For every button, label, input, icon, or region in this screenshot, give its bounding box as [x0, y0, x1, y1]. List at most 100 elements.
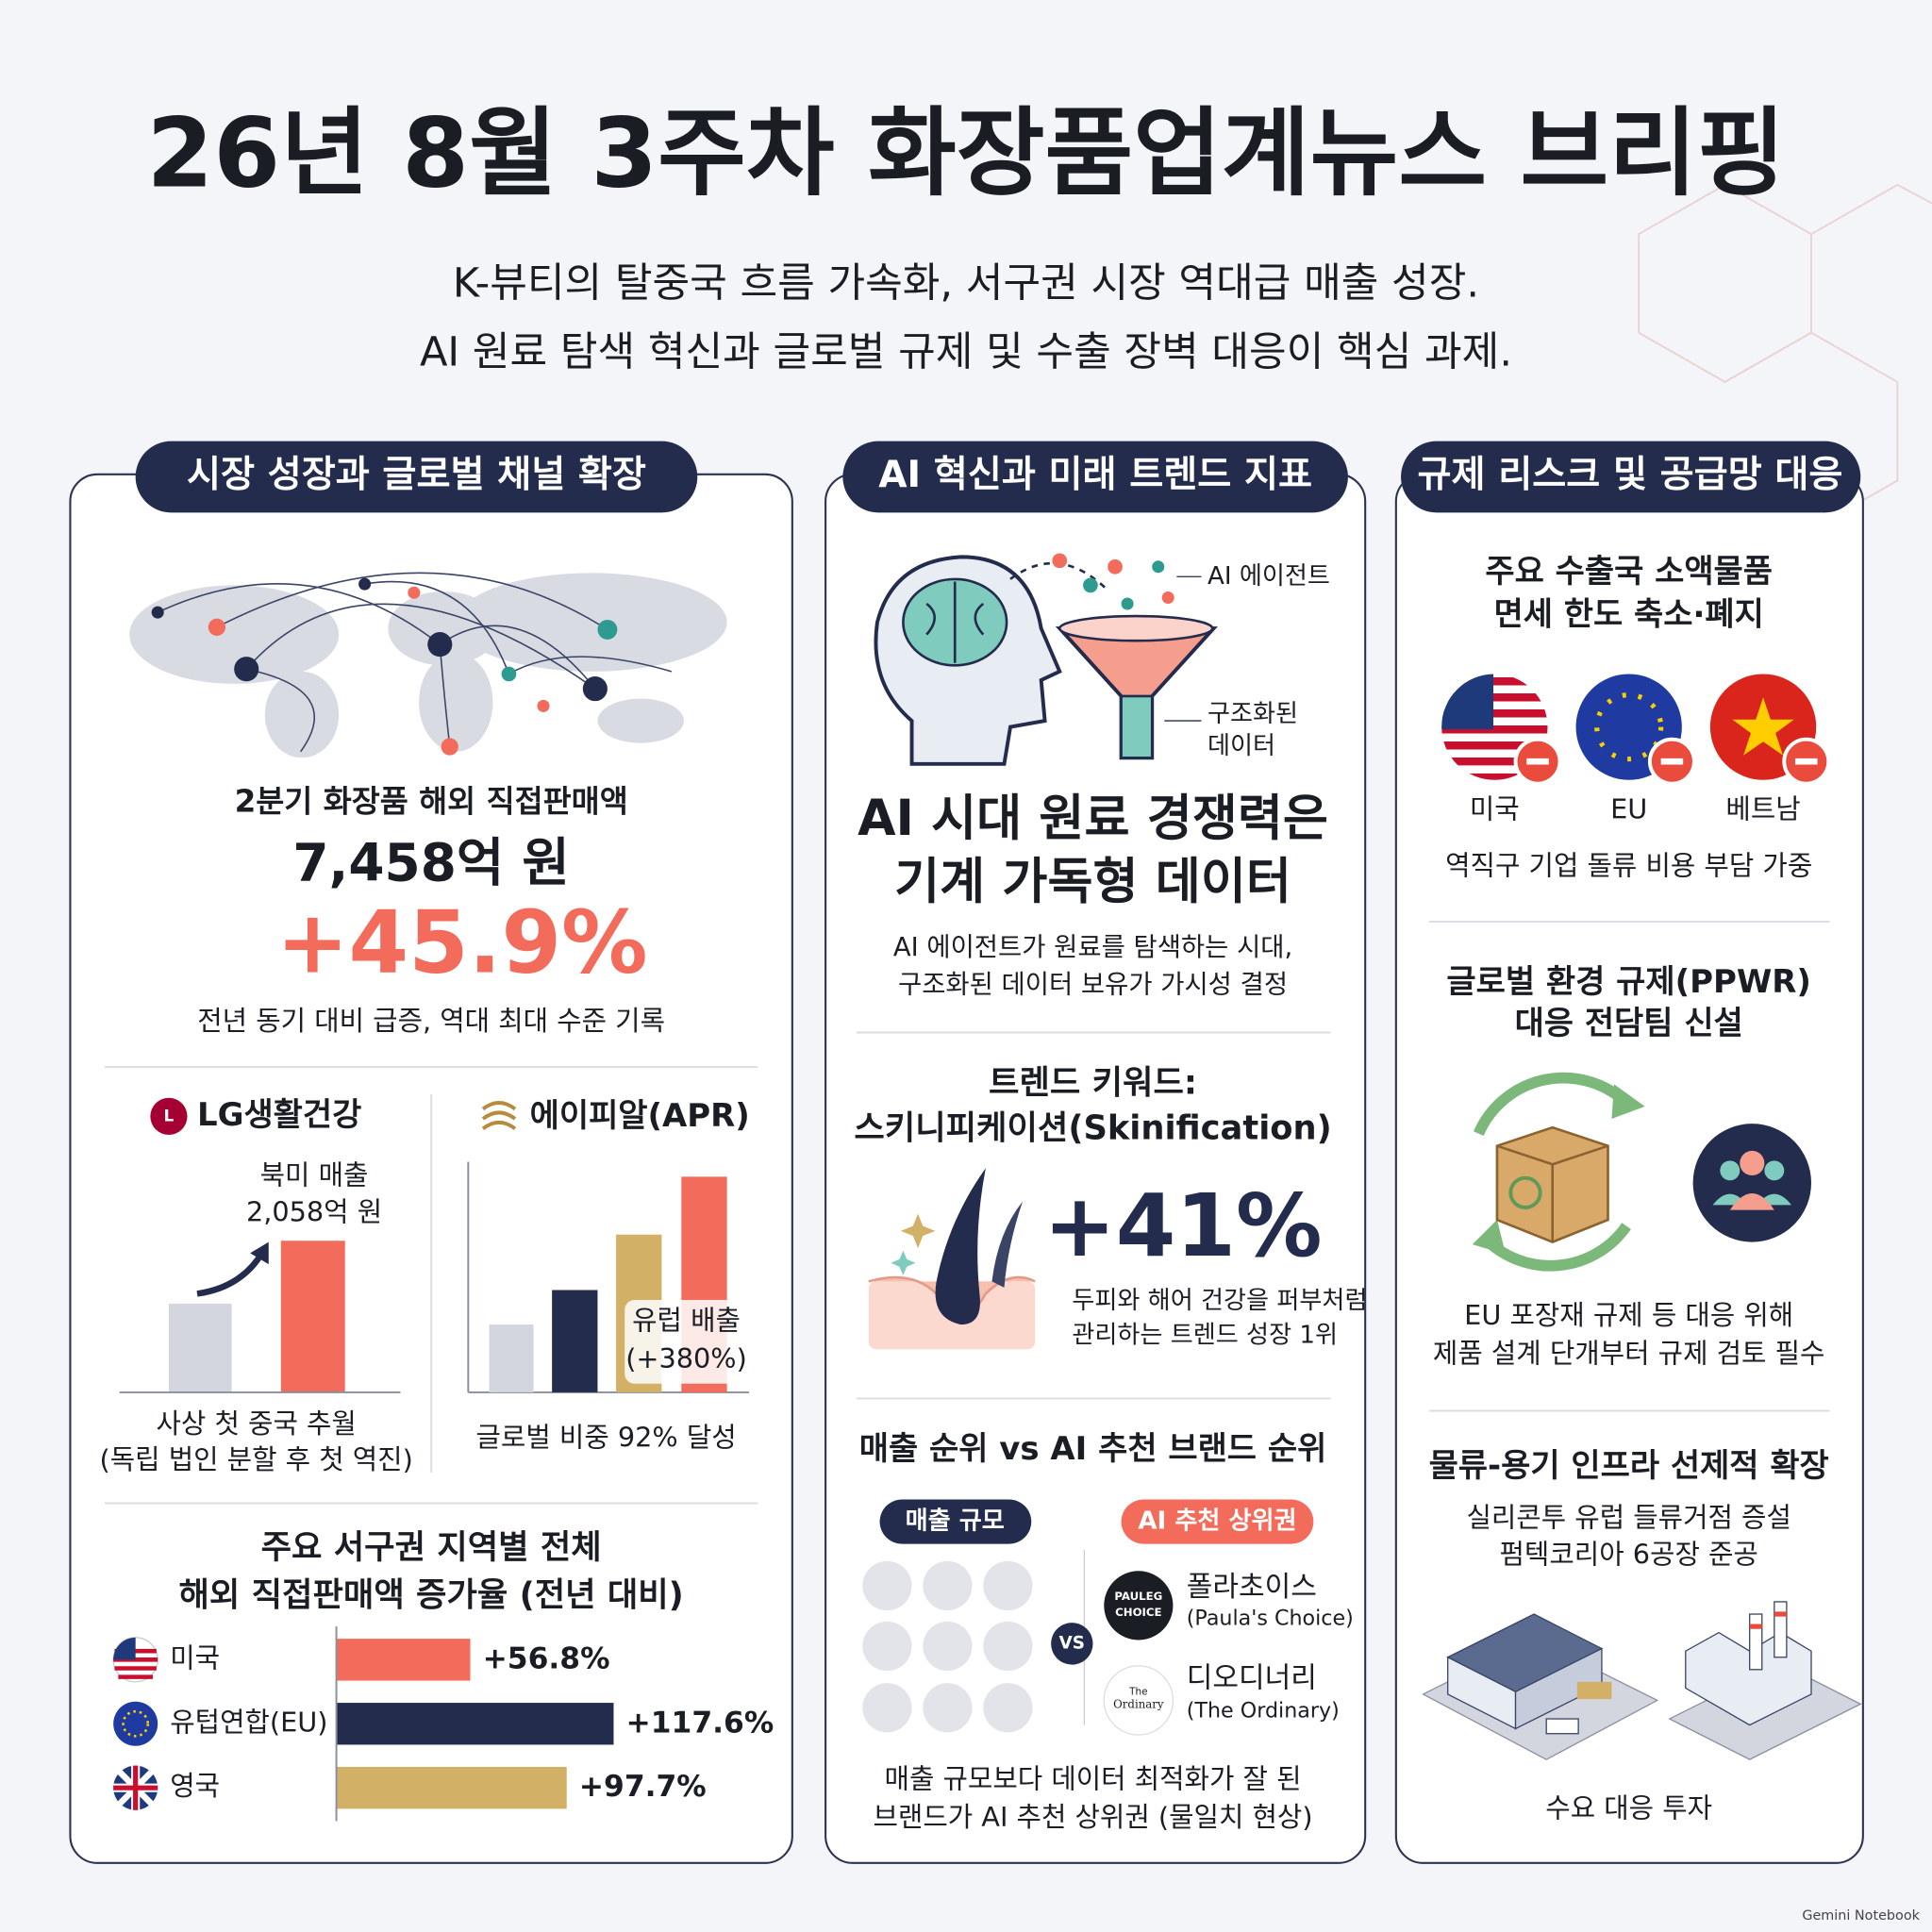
country-flags-part-part	[1441, 677, 1548, 780]
country-label: 미국	[1470, 792, 1520, 824]
bar	[336, 1639, 471, 1681]
recycle-illustration-part	[1611, 1084, 1645, 1119]
recycle-illustration	[1472, 1072, 1811, 1272]
metric-value: 7,458억 원	[292, 832, 569, 892]
section-note: 실리콘투 유럽 들류거점 증설	[1466, 1501, 1790, 1533]
hair-illustration-part	[891, 1250, 916, 1275]
hair-illustration-part	[991, 1201, 1024, 1288]
tag-text: 매출 규모	[906, 1507, 1005, 1536]
infrastructure-illustration-part	[1545, 1718, 1579, 1735]
title: 26년 8월 3주차 화장품업계뉴스 브리핑	[146, 98, 1785, 210]
apr-logo-part	[481, 1120, 517, 1131]
ai-illustration-part	[1120, 694, 1154, 759]
country-label: 베트남	[1725, 792, 1800, 824]
flag-part	[122, 1709, 150, 1738]
world-map-part	[129, 573, 727, 758]
headline: 기계 가독형 데이터	[894, 854, 1291, 910]
flag-part	[113, 1765, 158, 1810]
callout: 2,058억 원	[246, 1196, 382, 1228]
tag-text: AI 추천 상위권	[1138, 1507, 1296, 1536]
placeholder-brands-part	[983, 1560, 1033, 1611]
placeholder-brands	[862, 1560, 1033, 1733]
category-label: 미국	[170, 1641, 220, 1674]
section-note: 역직구 기업 돌류 비용 부담 가중	[1445, 850, 1812, 882]
hex-decoration-part	[1724, 331, 1899, 531]
brand-logo	[1104, 1571, 1174, 1641]
recycle-illustration-part-part	[1764, 1160, 1785, 1181]
brand-name: 에이피알(APR)	[530, 1097, 750, 1135]
ranking-title: 매출 순위 vs AI 추천 브랜드 순위	[859, 1430, 1327, 1468]
metric-label: 2분기 화장품 해외 직접판매액	[235, 784, 628, 820]
infrastructure-illustration	[1422, 1601, 1862, 1760]
world-map-part-part	[441, 738, 458, 756]
lg-logo-part: L	[164, 1107, 175, 1125]
vs-text: VS	[1059, 1633, 1085, 1653]
section-note: EU 포장재 규제 등 대응 위해	[1464, 1299, 1793, 1331]
section-note: 제품 설계 단개부터 규제 검토 필수	[1433, 1338, 1825, 1370]
hair-illustration-part	[935, 1168, 986, 1325]
recycle-illustration-part	[1473, 1072, 1631, 1137]
placeholder-brands-part	[923, 1683, 973, 1733]
value-label: +117.6%	[626, 1706, 774, 1740]
recycle-illustration-part	[1692, 1124, 1811, 1242]
ai-illustration-part-part	[1121, 597, 1134, 610]
apr-illustration-part	[625, 1299, 748, 1384]
ai-illustration-part	[1052, 553, 1174, 604]
value-label: +97.7%	[579, 1770, 707, 1804]
vs-badge	[1051, 1623, 1093, 1665]
world-map-part-part	[216, 572, 608, 631]
country-flags	[1441, 674, 1831, 786]
world-map-part	[157, 572, 673, 753]
brand-english: (The Ordinary)	[1187, 1699, 1340, 1724]
recycle-illustration-part	[1472, 1220, 1507, 1255]
section-title: 물류-용기 인프라 선제적 확장	[1429, 1447, 1829, 1485]
country-flags-part	[1594, 692, 1664, 762]
logo-text: The	[1128, 1686, 1147, 1697]
placeholder-brands-part	[983, 1621, 1033, 1672]
footnote: 브랜드가 AI 추천 상위권 (물일치 현상)	[873, 1801, 1312, 1833]
ai-illustration-part-part	[1083, 577, 1098, 593]
subtitle: AI 원료 탐색 혁신과 글로벌 규제 및 수출 장벽 대응이 핵심 과제.	[420, 329, 1512, 376]
apr-logo-part	[481, 1110, 517, 1121]
caption: (독립 법인 분할 후 첫 역진)	[100, 1443, 413, 1475]
callout: 북미 매출	[260, 1158, 369, 1191]
caption: 글로벌 비중 92% 달성	[476, 1422, 737, 1454]
trend-title: 트렌드 키워드:	[989, 1063, 1197, 1102]
flag	[112, 1637, 158, 1810]
chart-title: 해외 직접판매액 증가율 (전년 대비)	[178, 1576, 683, 1615]
subtitle: K-뷰티의 탈중국 흐름 가속화, 서구권 시장 역대급 매출 성장.	[453, 260, 1479, 308]
metric-note: 전년 동기 대비 급증, 역대 최대 수준 기록	[197, 1005, 665, 1037]
bar	[336, 1703, 614, 1745]
lg-illustration-part	[196, 1252, 264, 1297]
section-note: 펌텍코리아 6공장 준공	[1500, 1539, 1758, 1571]
footer: Gemini Notebook	[1802, 1908, 1920, 1924]
lg-illustration-part	[168, 1303, 232, 1392]
caption: 사상 첫 중국 추월	[157, 1407, 357, 1440]
world-map-part-part	[419, 653, 493, 752]
lg-logo-part	[150, 1097, 188, 1135]
world-map-part-part	[582, 676, 608, 702]
brand-name: 디오디너리	[1187, 1662, 1317, 1695]
section-title: 면세 한도 축소·폐지	[1494, 596, 1764, 634]
caption: 수요 대응 투자	[1545, 1792, 1712, 1824]
section-title: 대응 전담팀 신설	[1515, 1005, 1743, 1042]
growth-value: +45.9%	[276, 892, 648, 993]
brand-english: (Paula's Choice)	[1187, 1607, 1354, 1631]
trend-value: +41%	[1043, 1175, 1322, 1276]
world-map-part	[501, 619, 618, 682]
ai-illustration-part-part	[1052, 553, 1068, 569]
ai-illustration-part-part	[1108, 558, 1123, 575]
hair-illustration	[868, 1168, 1036, 1350]
category-label: 유텁연합(EU)	[170, 1706, 327, 1738]
diagram-label: AI 에이전트	[1208, 562, 1330, 591]
ai-illustration-part-part	[1152, 560, 1165, 574]
recycle-illustration-part	[1496, 1144, 1608, 1242]
world-map-part-part	[264, 671, 340, 758]
diagram-label: 구조화된	[1208, 700, 1298, 728]
recycle-illustration-part-part	[1720, 1160, 1740, 1181]
tag	[1121, 1499, 1314, 1544]
hex-decoration-part	[1810, 183, 1932, 236]
apr-illustration	[467, 1161, 750, 1393]
infrastructure-illustration-part	[1749, 1613, 1763, 1671]
